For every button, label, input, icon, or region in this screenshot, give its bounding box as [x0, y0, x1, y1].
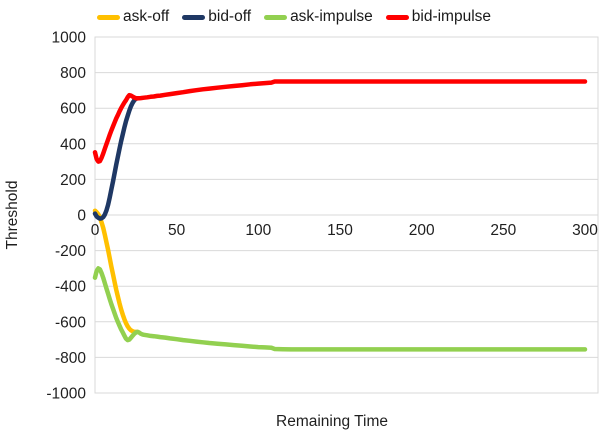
- legend-label-ask-impulse: ask-impulse: [290, 8, 373, 25]
- y-tick-label: -600: [55, 314, 86, 331]
- y-tick-label: -800: [55, 350, 86, 367]
- y-tick-label: -400: [55, 279, 86, 296]
- x-tick-label: 300: [572, 222, 598, 239]
- y-axis-title: Threshold: [4, 181, 21, 250]
- x-axis-title: Remaining Time: [276, 413, 388, 430]
- legend-swatch-bid-off: [182, 14, 206, 20]
- y-tick-label: 400: [60, 136, 86, 153]
- legend-item-ask-off: ask-off: [97, 6, 169, 28]
- series-lines: [92, 79, 588, 352]
- series-line-bid-off: [92, 95, 140, 221]
- x-tick-label: 250: [490, 222, 516, 239]
- x-tick-label: 50: [168, 222, 186, 239]
- legend-label-bid-impulse: bid-impulse: [411, 8, 492, 25]
- y-tick-label: 0: [77, 208, 86, 225]
- series-line-ask-off: [92, 208, 140, 335]
- legend-item-bid-off: bid-off: [182, 6, 251, 28]
- y-tick-label: 800: [60, 65, 86, 82]
- x-tick-label: 100: [245, 222, 271, 239]
- y-tick-label: 200: [60, 172, 86, 189]
- series-line-bid-impulse: [92, 79, 588, 164]
- legend-swatch-bid-impulse: [385, 14, 409, 20]
- y-tick-label: 1000: [52, 30, 87, 47]
- x-tick-label: 200: [409, 222, 435, 239]
- x-tick-label: 0: [91, 222, 100, 239]
- x-axis-tick-labels: 0 50 100 150 200 250 300: [91, 222, 599, 239]
- x-tick-label: 150: [327, 222, 353, 239]
- chart-legend: ask-off bid-off ask-impulse bid-impulse: [97, 6, 491, 28]
- legend-label-ask-off: ask-off: [123, 8, 170, 25]
- series-line-ask-impulse: [92, 266, 588, 352]
- legend-swatch-ask-off: [97, 14, 120, 20]
- legend-swatch-ask-impulse: [264, 14, 288, 20]
- y-tick-label: -200: [55, 243, 86, 260]
- legend-label-bid-off: bid-off: [208, 8, 252, 25]
- y-tick-label: 600: [60, 101, 86, 118]
- legend-item-bid-impulse: bid-impulse: [385, 6, 492, 28]
- y-axis-tick-labels: 1000 800 600 400 200 0 -200 -400 -600 -800 -1000: [46, 30, 86, 403]
- y-tick-label: -1000: [46, 386, 86, 403]
- legend-item-ask-impulse: ask-impulse: [264, 6, 373, 28]
